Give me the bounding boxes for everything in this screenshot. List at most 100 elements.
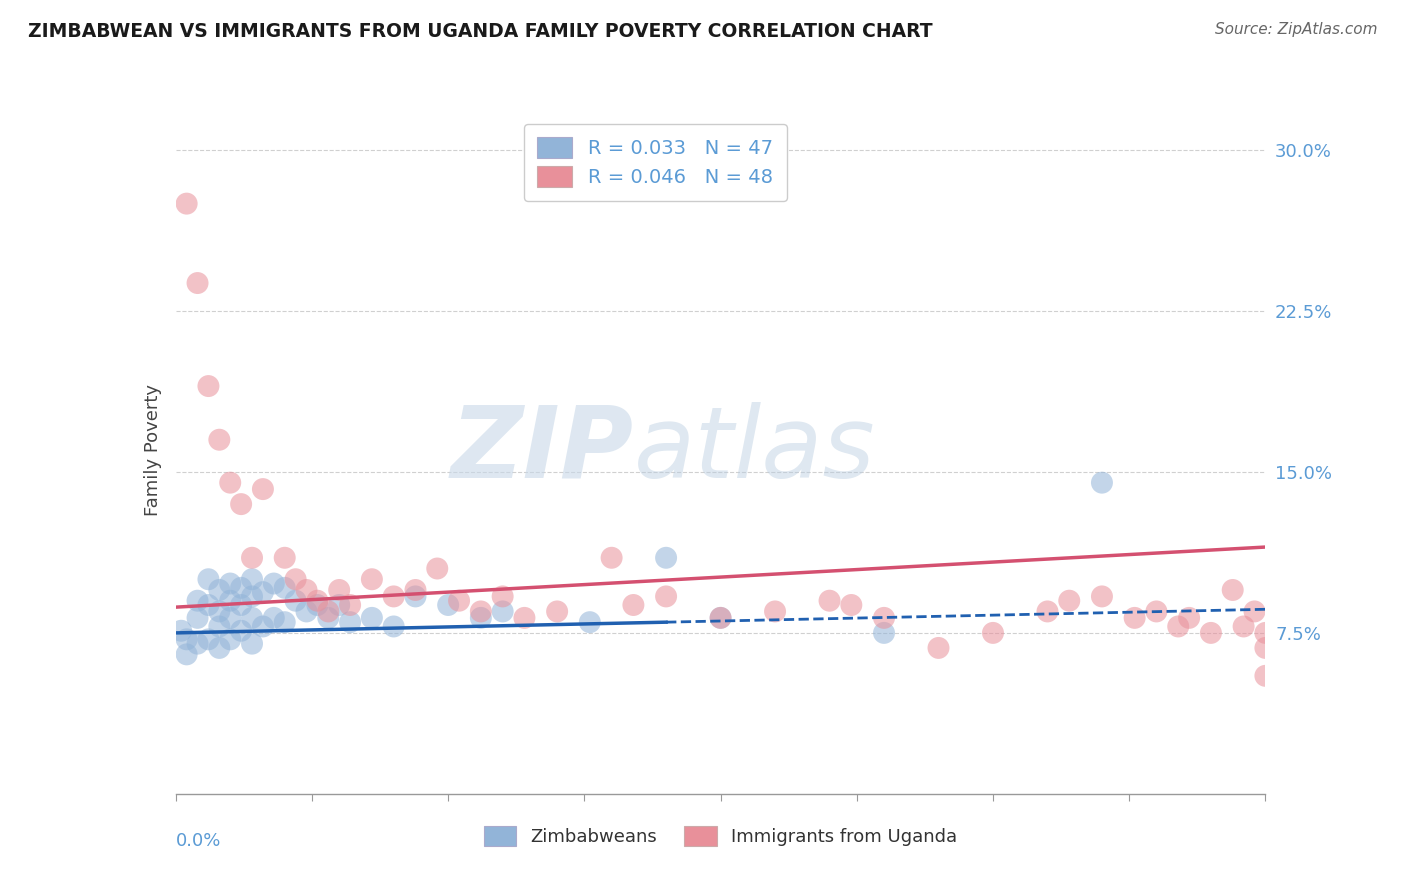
Point — [186, 593, 209, 607]
Point — [208, 582, 231, 597]
Point — [176, 196, 198, 211]
Point — [240, 590, 263, 604]
Point — [219, 475, 242, 490]
Point — [382, 590, 405, 604]
Text: 0.0%: 0.0% — [176, 831, 221, 850]
Point — [546, 604, 568, 618]
Point — [176, 648, 198, 662]
Point — [307, 598, 329, 612]
Point — [318, 604, 340, 618]
Point — [710, 611, 733, 625]
Point — [307, 593, 329, 607]
Text: ZIP: ZIP — [450, 402, 633, 499]
Point — [1123, 611, 1146, 625]
Point — [405, 590, 427, 604]
Point — [655, 550, 678, 565]
Point — [1254, 640, 1277, 655]
Point — [318, 611, 340, 625]
Point — [219, 576, 242, 591]
Point — [339, 598, 361, 612]
Point — [170, 624, 193, 638]
Point — [231, 624, 253, 638]
Point — [360, 572, 382, 586]
Text: ZIMBABWEAN VS IMMIGRANTS FROM UGANDA FAMILY POVERTY CORRELATION CHART: ZIMBABWEAN VS IMMIGRANTS FROM UGANDA FAM… — [28, 22, 932, 41]
Point — [240, 550, 263, 565]
Point — [274, 550, 297, 565]
Point — [1144, 604, 1167, 618]
Point — [295, 582, 318, 597]
Point — [252, 619, 274, 633]
Point — [405, 582, 427, 597]
Point — [655, 590, 678, 604]
Point — [1091, 590, 1114, 604]
Point — [231, 598, 253, 612]
Point — [579, 615, 602, 630]
Point — [492, 604, 515, 618]
Point — [710, 611, 733, 625]
Point — [492, 590, 515, 604]
Point — [339, 615, 361, 630]
Point — [186, 276, 209, 290]
Point — [219, 593, 242, 607]
Point — [763, 604, 786, 618]
Point — [1091, 475, 1114, 490]
Point — [240, 611, 263, 625]
Text: atlas: atlas — [633, 402, 875, 499]
Point — [447, 593, 470, 607]
Point — [231, 581, 253, 595]
Point — [1167, 619, 1189, 633]
Point — [328, 582, 350, 597]
Point — [252, 482, 274, 496]
Point — [197, 379, 219, 393]
Point — [219, 632, 242, 647]
Point — [873, 626, 896, 640]
Point — [197, 572, 219, 586]
Point — [426, 561, 449, 575]
Y-axis label: Family Poverty: Family Poverty — [143, 384, 162, 516]
Point — [1243, 604, 1265, 618]
Point — [928, 640, 950, 655]
Point — [1178, 611, 1201, 625]
Point — [208, 433, 231, 447]
Point — [873, 611, 896, 625]
Point — [1199, 626, 1222, 640]
Point — [252, 585, 274, 599]
Point — [240, 572, 263, 586]
Point — [263, 576, 285, 591]
Legend: Zimbabweans, Immigrants from Uganda: Zimbabweans, Immigrants from Uganda — [477, 819, 965, 854]
Point — [176, 632, 198, 647]
Point — [1254, 626, 1277, 640]
Point — [274, 581, 297, 595]
Point — [818, 593, 841, 607]
Point — [382, 619, 405, 633]
Point — [186, 637, 209, 651]
Point — [360, 611, 382, 625]
Point — [1232, 619, 1256, 633]
Point — [295, 604, 318, 618]
Point — [600, 550, 623, 565]
Point — [186, 611, 209, 625]
Point — [981, 626, 1004, 640]
Point — [437, 598, 460, 612]
Point — [328, 598, 350, 612]
Point — [263, 611, 285, 625]
Point — [284, 572, 307, 586]
Point — [208, 619, 231, 633]
Point — [621, 598, 644, 612]
Point — [208, 640, 231, 655]
Point — [208, 604, 231, 618]
Point — [1254, 669, 1277, 683]
Point — [1057, 593, 1080, 607]
Text: Source: ZipAtlas.com: Source: ZipAtlas.com — [1215, 22, 1378, 37]
Point — [1036, 604, 1059, 618]
Point — [197, 632, 219, 647]
Point — [219, 611, 242, 625]
Point — [284, 593, 307, 607]
Point — [240, 637, 263, 651]
Point — [841, 598, 863, 612]
Point — [197, 598, 219, 612]
Point — [1222, 582, 1244, 597]
Point — [470, 604, 492, 618]
Point — [231, 497, 253, 511]
Point — [274, 615, 297, 630]
